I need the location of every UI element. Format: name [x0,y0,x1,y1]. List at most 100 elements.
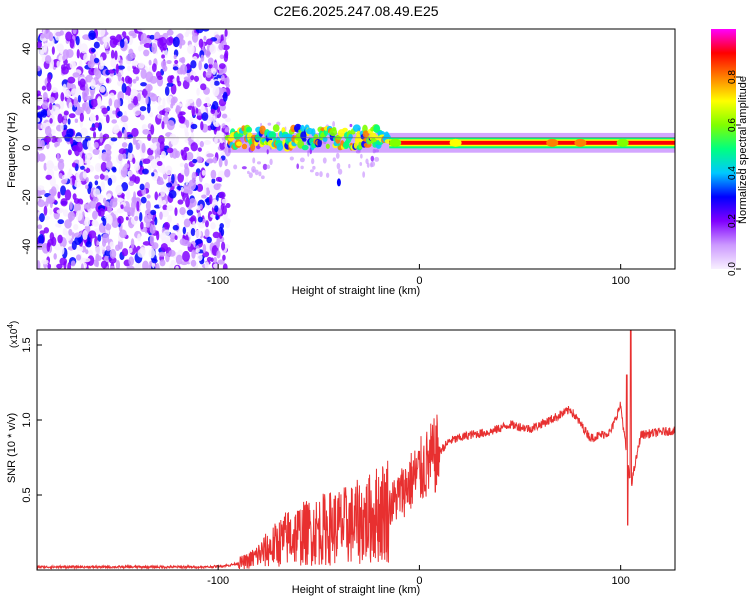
noise-blob [126,265,135,269]
noise-blob [99,56,104,66]
noise-blob [167,176,171,185]
noise-blob [224,145,231,157]
noise-speck [223,143,227,148]
noise-blob [85,184,89,190]
snr-x-tick-label: -100 [207,575,229,587]
noise-speck [246,170,250,175]
noise-blob [62,54,66,62]
noise-blob [166,147,174,154]
noise-blob [72,72,80,78]
noise-blob [74,118,79,123]
signal-band-knot [389,138,402,147]
signal-blob [241,143,248,150]
noise-blob [210,222,216,230]
spectrogram-y-label: Frequency (Hz) [6,112,18,188]
noise-blob [130,238,135,250]
signal-blob [325,143,330,149]
noise-blob [189,217,196,222]
noise-blob [105,223,112,231]
noise-blob [218,63,226,70]
noise-blob [94,122,100,128]
noise-blob [68,228,73,236]
noise-blob [143,49,150,57]
noise-blob [213,34,221,45]
noise-blob [88,200,97,209]
noise-blob [37,224,43,230]
signal-band-knot [616,138,629,147]
noise-blob [117,131,123,139]
noise-blob [199,203,203,210]
noise-blob [205,49,211,58]
noise-blob [63,110,69,116]
noise-blob [194,239,203,244]
noise-blob [221,198,229,204]
colorbar-scale [711,29,736,269]
noise-blob [190,142,198,152]
noise-blob [185,119,190,128]
noise-blob [219,54,224,60]
noise-blob [175,254,183,265]
noise-blob [168,189,177,199]
snr-x-tick-label: 0 [416,575,422,587]
noise-blob [112,110,116,115]
noise-blob [46,241,51,252]
noise-blob [184,162,189,170]
noise-blob [79,157,84,167]
noise-blob [128,30,137,37]
noise-blob [195,248,200,253]
noise-blob [157,75,163,81]
noise-blob [83,53,89,63]
signal-blob [336,178,341,187]
noise-blob [216,94,223,100]
noise-blob [225,117,231,123]
noise-blob [37,260,41,269]
noise-blob [196,97,202,108]
noise-blob [85,249,89,255]
noise-blob [109,248,117,259]
noise-blob [44,54,52,64]
noise-blob [173,54,177,60]
noise-blob [204,228,210,238]
noise-blob [135,110,142,115]
noise-blob [80,263,84,269]
noise-blob [37,65,41,72]
spectrogram-heatmap [37,29,675,269]
noise-blob [202,70,207,78]
noise-blob [182,184,191,194]
noise-blob [190,60,197,69]
noise-blob [51,87,58,94]
noise-blob [59,30,64,36]
snr-scale-exponent: 4 [6,324,15,329]
noise-blob [115,259,121,269]
noise-blob [185,197,190,208]
noise-blob [99,173,105,180]
noise-blob [96,36,101,41]
noise-blob [55,106,60,117]
noise-blob [117,111,123,117]
noise-blob [223,52,229,63]
noise-speck [355,150,361,154]
noise-blob [158,197,163,208]
noise-blob [140,68,147,80]
noise-blob [93,41,100,49]
noise-blob [62,227,68,236]
noise-blob [201,112,209,121]
noise-blob [223,77,230,86]
noise-blob [203,139,211,146]
noise-blob [60,185,67,196]
noise-blob [50,186,57,197]
noise-blob [71,232,75,239]
noise-blob [207,57,214,65]
noise-blob [57,137,63,143]
noise-blob [205,220,209,228]
noise-blob [201,194,207,199]
noise-blob [151,172,155,177]
noise-blob [196,254,203,261]
noise-blob [149,34,155,40]
noise-blob [127,96,132,106]
noise-blob [69,201,73,210]
noise-blob [88,30,96,40]
noise-blob [198,60,202,71]
noise-blob [43,42,48,53]
